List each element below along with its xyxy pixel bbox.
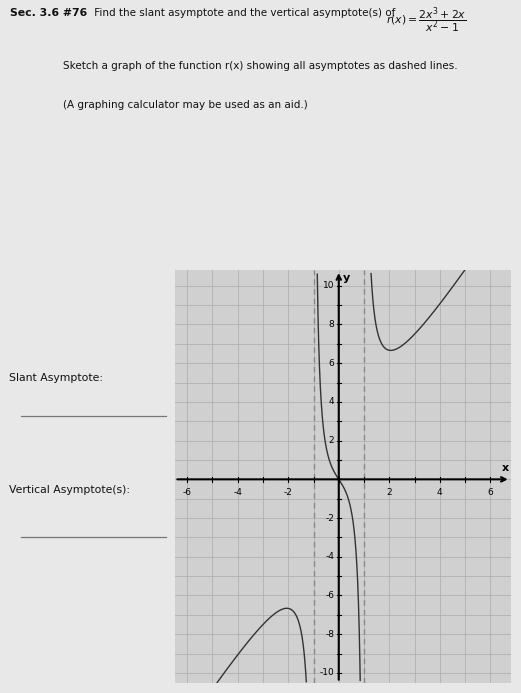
Text: x: x: [502, 462, 510, 473]
Text: 6: 6: [328, 359, 334, 368]
Text: (A graphing calculator may be used as an aid.): (A graphing calculator may be used as an…: [63, 100, 307, 109]
Text: -8: -8: [325, 630, 334, 639]
Text: Sec. 3.6 #76: Sec. 3.6 #76: [10, 8, 88, 18]
Text: 2: 2: [329, 436, 334, 445]
Text: -6: -6: [325, 591, 334, 600]
Text: 4: 4: [437, 488, 443, 497]
Text: -2: -2: [325, 514, 334, 523]
Text: Vertical Asymptote(s):: Vertical Asymptote(s):: [9, 485, 130, 495]
Text: -10: -10: [319, 669, 334, 678]
Text: 10: 10: [322, 281, 334, 290]
Text: 4: 4: [329, 397, 334, 406]
Text: 8: 8: [328, 320, 334, 329]
Text: -4: -4: [325, 552, 334, 561]
Text: $r(x) = \dfrac{2x^3 + 2x}{x^2 - 1}$: $r(x) = \dfrac{2x^3 + 2x}{x^2 - 1}$: [386, 6, 466, 35]
Text: -2: -2: [284, 488, 293, 497]
Text: Find the slant asymptote and the vertical asymptote(s) of: Find the slant asymptote and the vertica…: [91, 8, 399, 18]
Text: 2: 2: [387, 488, 392, 497]
Text: -4: -4: [233, 488, 242, 497]
Text: y: y: [343, 273, 351, 283]
Text: 6: 6: [488, 488, 493, 497]
Text: -6: -6: [183, 488, 192, 497]
Text: Slant Asymptote:: Slant Asymptote:: [9, 373, 103, 383]
Text: Sketch a graph of the function r(x) showing all asymptotes as dashed lines.: Sketch a graph of the function r(x) show…: [63, 61, 457, 71]
